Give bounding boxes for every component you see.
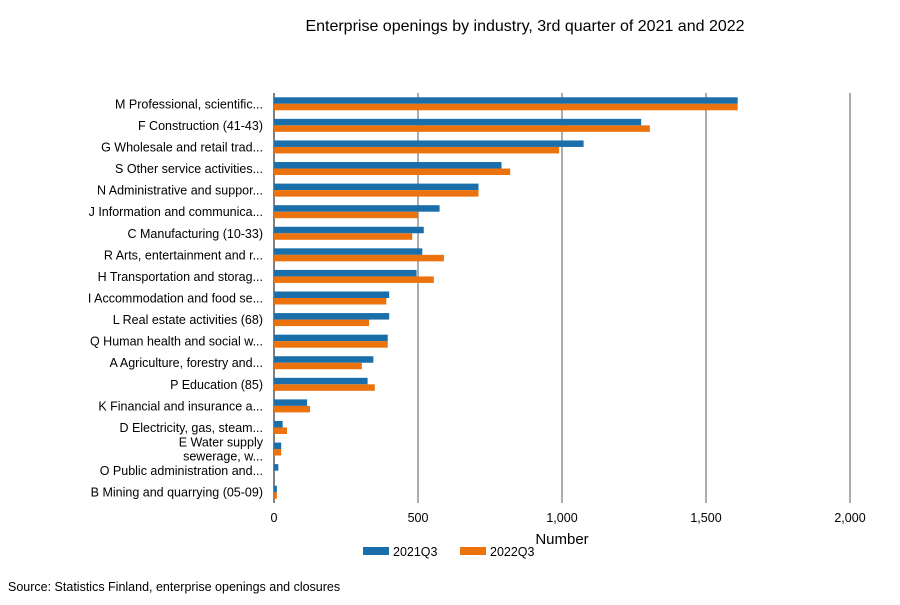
x-tick-label: 2,000 xyxy=(834,511,865,525)
bar-2021q3 xyxy=(274,140,584,147)
bar-2021q3 xyxy=(274,485,277,493)
bar-2022q3 xyxy=(274,276,434,283)
bar-2022q3 xyxy=(274,125,650,132)
legend-item-2021q3: 2021Q3 xyxy=(363,545,438,559)
category-label: N Administrative and suppor... xyxy=(97,184,263,198)
bar-2021q3 xyxy=(274,464,279,471)
bar-2022q3 xyxy=(274,146,560,154)
chart-title: Enterprise openings by industry, 3rd qua… xyxy=(305,18,744,35)
category-label: Q Human health and social w... xyxy=(90,335,263,349)
bar-2021q3 xyxy=(274,226,424,234)
category-label: K Financial and insurance a... xyxy=(98,399,263,413)
bar-2022q3 xyxy=(274,341,388,348)
bar-2021q3 xyxy=(274,118,642,126)
bar-2022q3 xyxy=(274,449,282,456)
gridlines xyxy=(273,93,851,503)
category-label: S Other service activities... xyxy=(115,162,263,176)
category-label: L Real estate activities (68) xyxy=(113,313,263,327)
bar-2021q3 xyxy=(274,356,374,363)
category-label: F Construction (41-43) xyxy=(138,119,263,133)
legend-item-2022q3: 2022Q3 xyxy=(460,545,535,559)
bar-2021q3 xyxy=(274,97,738,104)
bar-2022q3 xyxy=(274,211,418,219)
legend: 2021Q3 2022Q3 xyxy=(363,545,535,559)
legend-label: 2021Q3 xyxy=(393,545,438,559)
bar-2021q3 xyxy=(274,334,388,342)
bar-2021q3 xyxy=(274,420,283,428)
legend-label: 2022Q3 xyxy=(490,545,535,559)
category-label: R Arts, entertainment and r... xyxy=(104,248,263,262)
x-tick-label: 0 xyxy=(271,511,278,525)
bar-2021q3 xyxy=(274,377,368,385)
category-label: C Manufacturing (10-33) xyxy=(128,227,263,241)
category-label: G Wholesale and retail trad... xyxy=(101,140,263,154)
bar-2022q3 xyxy=(274,319,370,327)
bar-2022q3 xyxy=(274,254,444,262)
bar-2022q3 xyxy=(274,190,479,197)
x-axis-label: Number xyxy=(535,531,588,548)
bar-2021q3 xyxy=(274,183,479,191)
bar-2021q3 xyxy=(274,399,308,406)
bar-2021q3 xyxy=(274,442,282,450)
legend-swatch xyxy=(460,547,486,555)
bar-2022q3 xyxy=(274,168,511,176)
bar-2021q3 xyxy=(274,162,502,169)
x-tick-label: 1,000 xyxy=(546,511,577,525)
bar-2022q3 xyxy=(274,492,277,499)
bar-2021q3 xyxy=(274,205,440,212)
category-label: B Mining and quarrying (05-09) xyxy=(91,486,263,500)
category-label: P Education (85) xyxy=(170,378,263,392)
x-tick-labels: 0 500 1,000 1,500 2,000 xyxy=(271,511,866,525)
bar-2021q3 xyxy=(274,313,390,320)
x-tick-label: 500 xyxy=(408,511,429,525)
bar-2022q3 xyxy=(274,362,362,370)
category-label: J Information and communica... xyxy=(89,205,263,219)
bar-2021q3 xyxy=(274,291,390,298)
bar-2022q3 xyxy=(274,384,375,391)
category-label: A Agriculture, forestry and... xyxy=(109,356,263,370)
category-labels: M Professional, scientific... F Construct… xyxy=(88,97,264,499)
bar-2022q3 xyxy=(274,427,287,434)
category-label: H Transportation and storag... xyxy=(98,270,263,284)
category-label: O Public administration and... xyxy=(100,464,263,478)
bar-2022q3 xyxy=(274,298,387,305)
x-tick-label: 1,500 xyxy=(690,511,721,525)
category-label: D Electricity, gas, steam... xyxy=(119,421,263,435)
source-note: Source: Statistics Finland, enterprise o… xyxy=(8,580,340,594)
bar-2022q3 xyxy=(274,405,310,413)
bars xyxy=(274,97,738,499)
legend-swatch xyxy=(363,547,389,555)
bar-2021q3 xyxy=(274,269,417,277)
category-label: E Water supply sewerage, w... xyxy=(179,436,264,464)
bar-2022q3 xyxy=(274,103,738,111)
bar-2021q3 xyxy=(274,248,423,255)
category-label: M Professional, scientific... xyxy=(115,97,263,111)
category-label: I Accommodation and food se... xyxy=(88,292,263,306)
bar-2022q3 xyxy=(274,233,413,240)
